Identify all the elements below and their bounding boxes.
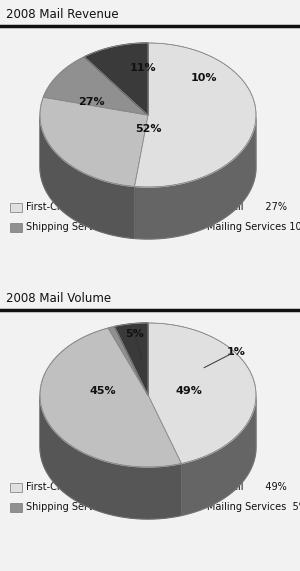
Text: 45%: 45%: [89, 387, 116, 396]
Text: Shipping Services 11%: Shipping Services 11%: [26, 222, 137, 232]
FancyBboxPatch shape: [160, 482, 172, 492]
Text: 49%: 49%: [176, 387, 203, 396]
Polygon shape: [40, 97, 148, 187]
Text: Standard Mail       49%: Standard Mail 49%: [176, 482, 287, 492]
FancyBboxPatch shape: [10, 223, 22, 231]
FancyBboxPatch shape: [10, 502, 22, 512]
Text: Shipping Services  1%: Shipping Services 1%: [26, 502, 134, 512]
Polygon shape: [40, 115, 134, 239]
Polygon shape: [40, 328, 182, 467]
FancyBboxPatch shape: [160, 502, 172, 512]
Text: First-Class Mail    52%: First-Class Mail 52%: [26, 202, 133, 212]
Polygon shape: [148, 323, 256, 464]
Text: 5%: 5%: [126, 329, 144, 339]
Polygon shape: [134, 118, 256, 239]
Text: 2008 Mail Volume: 2008 Mail Volume: [6, 292, 111, 304]
Text: First-Class Mail    45%: First-Class Mail 45%: [26, 482, 133, 492]
Polygon shape: [85, 43, 148, 115]
Text: Standard Mail       27%: Standard Mail 27%: [176, 202, 287, 212]
FancyBboxPatch shape: [10, 482, 22, 492]
Text: 27%: 27%: [79, 97, 105, 107]
Text: 11%: 11%: [129, 63, 156, 73]
Text: 52%: 52%: [135, 124, 161, 134]
FancyBboxPatch shape: [160, 203, 172, 211]
Polygon shape: [40, 396, 182, 519]
Text: Other Mailing Services 10%: Other Mailing Services 10%: [176, 222, 300, 232]
Polygon shape: [115, 323, 148, 395]
Ellipse shape: [40, 375, 256, 519]
Text: 10%: 10%: [191, 73, 218, 83]
Text: 1%: 1%: [227, 347, 246, 357]
Polygon shape: [108, 327, 148, 395]
Ellipse shape: [40, 95, 256, 239]
Text: Other Mailing Services  5%: Other Mailing Services 5%: [176, 502, 300, 512]
Polygon shape: [182, 396, 256, 516]
FancyBboxPatch shape: [160, 223, 172, 231]
Polygon shape: [44, 57, 148, 115]
Polygon shape: [134, 43, 256, 187]
Text: 2008 Mail Revenue: 2008 Mail Revenue: [6, 7, 118, 21]
FancyBboxPatch shape: [10, 203, 22, 211]
